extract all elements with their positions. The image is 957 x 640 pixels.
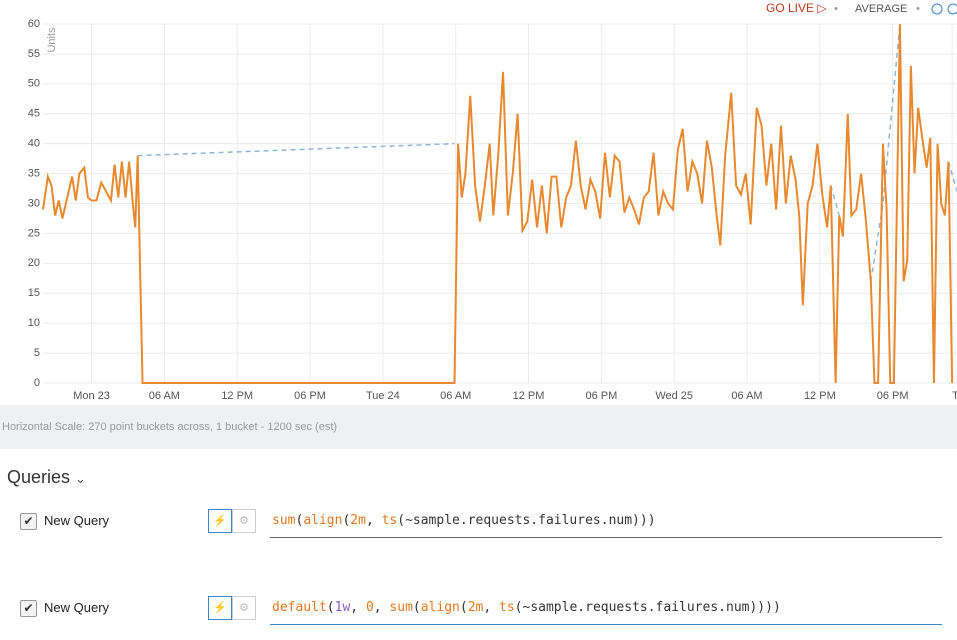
- x-tick-label: 06 AM: [731, 390, 762, 402]
- query-row: ✔ New Query ⚡ ⚙ sum(align(2m, ts(~sample.…: [0, 509, 957, 553]
- y-tick-label: 45: [28, 108, 40, 120]
- chart: GO LIVE ▷ • AVERAGE • Units 0 5 10 15 20 25 30…: [28, 1, 957, 402]
- y-tick-label: 10: [28, 317, 40, 329]
- x-tick-label: T: [952, 390, 957, 402]
- query-token: 1w: [334, 600, 351, 615]
- query-token: 2m: [467, 600, 484, 615]
- query-token: (: [295, 513, 304, 528]
- settings-button[interactable]: ⚙: [232, 509, 256, 533]
- x-tick-label: 06 AM: [149, 390, 180, 402]
- query-token: (~sample.requests.failures.num)))): [514, 600, 781, 615]
- query-builder-button[interactable]: ⚡: [208, 596, 232, 620]
- y-tick-label: 30: [28, 197, 40, 209]
- query-token: 2m: [350, 513, 366, 528]
- query-name[interactable]: New Query: [44, 600, 110, 615]
- query-token: ,: [350, 600, 366, 615]
- query-token: ,: [373, 600, 390, 615]
- query-token: ts: [381, 513, 398, 528]
- scale-note: Horizontal Scale: 270 point buckets acro…: [0, 405, 957, 449]
- y-tick-label: 15: [28, 287, 40, 299]
- x-tick-label: 06 AM: [440, 390, 471, 402]
- y-tick-label: 50: [28, 78, 40, 90]
- query-builder-button[interactable]: ⚡: [208, 509, 232, 533]
- checkbox[interactable]: ✔: [20, 513, 37, 530]
- query-token: (: [459, 600, 468, 615]
- series-line: [42, 23, 954, 384]
- query-name[interactable]: New Query: [44, 513, 110, 528]
- aggregation-mode[interactable]: AVERAGE: [855, 3, 907, 15]
- query-token: (~sample.requests.failures.num))): [397, 513, 656, 528]
- settings-button[interactable]: ⚙: [232, 596, 256, 620]
- checkbox[interactable]: ✔: [20, 600, 37, 617]
- query-token: (: [412, 600, 421, 615]
- x-tick-label: 06 PM: [585, 390, 617, 402]
- x-tick-label: 12 PM: [804, 390, 836, 402]
- x-tick-label: 12 PM: [513, 390, 545, 402]
- query-token: default: [272, 600, 327, 615]
- separator: •: [916, 3, 920, 15]
- queries-title-text: Queries: [7, 467, 71, 487]
- y-tick-label: 20: [28, 257, 40, 269]
- zoom-out[interactable]: [947, 3, 957, 15]
- x-tick-label: 06 PM: [877, 390, 909, 402]
- query-token: (: [326, 600, 335, 615]
- y-tick-label: 60: [28, 18, 40, 30]
- query-token: (: [342, 513, 351, 528]
- underline: [270, 537, 942, 538]
- query-token: sum: [389, 600, 413, 615]
- query-text[interactable]: default(1w, 0, sum(align(2m, ts(~sample.…: [272, 600, 781, 615]
- series-line: [137, 23, 957, 282]
- query-token: ts: [499, 600, 515, 615]
- zoom-in[interactable]: [931, 3, 943, 15]
- query-token: ,: [365, 513, 382, 528]
- y-tick-label: 55: [28, 48, 40, 60]
- y-tick-label: 35: [28, 167, 40, 179]
- chevron: ⌄: [75, 471, 86, 486]
- underline: [270, 624, 942, 625]
- query-text[interactable]: sum(align(2m, ts(~sample.requests.failur…: [272, 513, 656, 528]
- y-tick-label: 5: [34, 347, 40, 359]
- y-axis-label: Units: [46, 27, 58, 53]
- x-tick-label: Mon 23: [73, 390, 110, 402]
- y-tick-label: 40: [28, 138, 40, 150]
- go-live[interactable]: GO LIVE ▷: [766, 1, 827, 15]
- x-tick-label: 12 PM: [221, 390, 253, 402]
- query-token: 0: [365, 600, 374, 615]
- queries-title[interactable]: Queries ⌄: [7, 467, 86, 488]
- x-tick-label: Wed 25: [655, 390, 693, 402]
- x-tick-label: Tue 24: [366, 390, 400, 402]
- query-token: sum: [272, 513, 296, 528]
- y-tick-label: 25: [28, 227, 40, 239]
- query-token: align: [420, 600, 460, 615]
- separator: •: [834, 3, 838, 15]
- query-token: ,: [483, 600, 500, 615]
- x-tick-label: 06 PM: [294, 390, 326, 402]
- query-token: align: [303, 513, 343, 528]
- y-tick-label: 0: [34, 377, 40, 389]
- query-row: ✔ New Query ⚡ ⚙ default(1w, 0, sum(align(…: [0, 596, 957, 640]
